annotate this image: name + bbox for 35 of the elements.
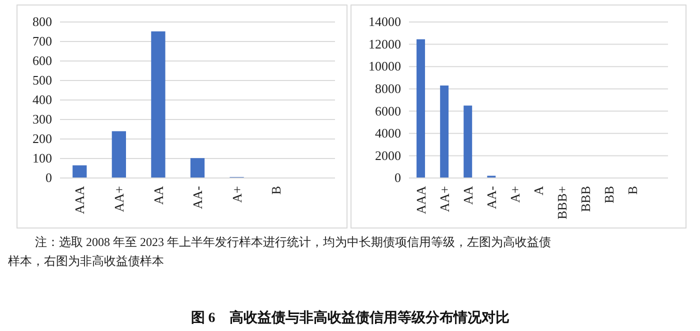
x-tick-label: BBB+	[554, 186, 570, 220]
x-tick-label: A+	[508, 186, 523, 203]
x-tick-label: AAA	[413, 185, 428, 214]
text: 注：选取 2008 年至 2023 年上半年发行样本进行统计，均为中长期债项信用等级，左图为高收益债样本，右图为非高收益债样本	[8, 235, 551, 268]
y-tick-label: 300	[32, 112, 52, 127]
x-tick-label: AA+	[436, 186, 452, 212]
y-tick-label: 0	[394, 170, 401, 186]
x-tick-label: AA+	[111, 186, 126, 212]
x-tick-label: BB	[602, 186, 617, 204]
x-tick-label: AA-	[484, 186, 499, 210]
x-tick-label: AAA	[72, 185, 88, 214]
y-tick-label: 10000	[368, 58, 401, 74]
x-tick-label: A	[531, 185, 546, 196]
x-tick-label: AA-	[190, 186, 206, 210]
y-tick-label: 6000	[375, 103, 401, 118]
y-tick-label: 500	[32, 72, 52, 88]
y-tick-label: 800	[32, 14, 52, 30]
y-tick-label: 100	[32, 150, 52, 166]
x-tick-label: AA	[150, 185, 166, 205]
y-tick-label: 12000	[368, 36, 401, 52]
y-tick-label: 8000	[375, 81, 401, 96]
x-tick-label: B	[625, 186, 640, 195]
y-tick-label: 600	[32, 53, 52, 68]
x-tick-label: A+	[229, 186, 244, 203]
text: 图 6 高收益债与非高收益债信用等级分布情况对比	[190, 309, 510, 326]
y-tick-label: 4000	[375, 126, 401, 141]
y-tick-label: 200	[32, 131, 52, 146]
y-tick-label: 0	[46, 170, 52, 186]
x-tick-label: BBB	[578, 186, 594, 212]
y-tick-label: 700	[32, 34, 52, 49]
x-tick-label: B	[268, 186, 284, 195]
y-tick-label: 2000	[375, 148, 401, 163]
y-tick-label: 400	[32, 92, 52, 108]
y-tick-label: 14000	[368, 14, 401, 30]
x-tick-label: AA	[460, 185, 476, 205]
